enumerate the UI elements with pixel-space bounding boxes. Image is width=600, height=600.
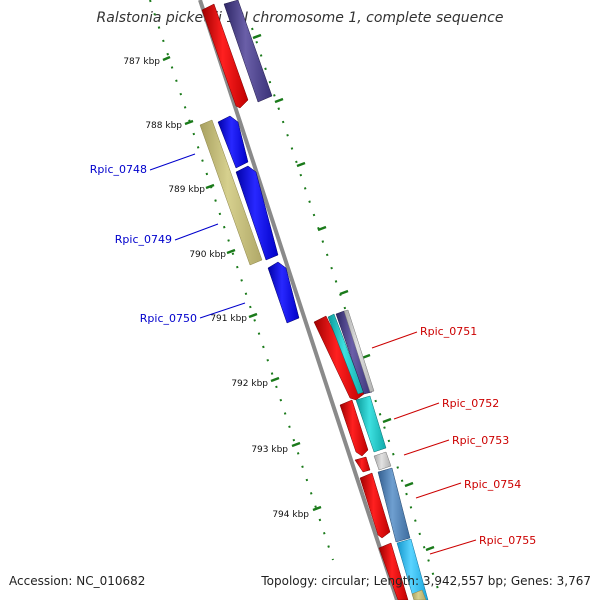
gene-rpic-0754-red[interactable]	[359, 472, 391, 539]
label-leader-0751	[371, 331, 418, 349]
tick-label: 793 kbp	[251, 445, 288, 455]
gene-rpic-0752-red[interactable]	[339, 399, 369, 457]
tick-label: 791 kbp	[210, 314, 247, 324]
tick-label: 794 kbp	[272, 510, 309, 520]
gene-rpic-0751-red[interactable]	[313, 315, 365, 401]
accession-text: Accession: NC_010682	[9, 574, 146, 588]
gene-rpic-0755-sky[interactable]	[396, 538, 429, 600]
gene-label-rpic-0750[interactable]: Rpic_0750	[140, 312, 197, 325]
summary-text: Topology: circular; Length: 3,942,557 bp…	[261, 574, 591, 588]
gene-rpic-0755-olive[interactable]	[411, 589, 427, 600]
gene-label-rpic-0754[interactable]: Rpic_0754	[464, 478, 521, 491]
tick-label: 790 kbp	[189, 250, 226, 260]
tick-787: 787 kbp	[123, 55, 171, 67]
reverse-guide-line	[251, 27, 441, 596]
tick-788: 788 kbp	[145, 119, 194, 131]
gene-rpic-0751-purple[interactable]	[335, 310, 373, 395]
label-leader-0749	[174, 223, 219, 241]
label-leader-0754	[415, 482, 462, 499]
reverse-guide-ticks	[252, 33, 435, 552]
tick-label: 789 kbp	[168, 185, 205, 195]
tick-label: 787 kbp	[123, 57, 160, 67]
map-title: Ralstonia pickettii 12J chromosome 1, co…	[96, 10, 504, 26]
label-leader-0755	[429, 539, 477, 555]
gene-rpic-0753-red[interactable]	[354, 456, 371, 473]
tick-789: 789 kbp	[168, 183, 215, 195]
label-leader-0750	[199, 302, 246, 319]
gene-rpic-0749[interactable]	[235, 165, 279, 261]
gene-top-red[interactable]	[201, 3, 249, 109]
gene-olive-block[interactable]	[199, 119, 263, 266]
gene-rpic-0753-grey[interactable]	[373, 451, 392, 471]
gene-top-purple[interactable]	[223, 0, 273, 103]
forward-guide-line	[149, 0, 334, 561]
gene-label-rpic-0752[interactable]: Rpic_0752	[442, 397, 499, 410]
label-leader-0752	[393, 402, 440, 420]
gene-label-rpic-0755[interactable]: Rpic_0755	[479, 534, 536, 547]
gene-rpic-0755-red[interactable]	[378, 542, 409, 600]
tick-label: 788 kbp	[145, 121, 182, 131]
gene-rpic-0748[interactable]	[217, 115, 249, 169]
chromosome-backbone	[198, 0, 399, 600]
tick-792: 792 kbp	[231, 376, 280, 389]
gene-rpic-0751-grey[interactable]	[343, 309, 375, 393]
gene-label-rpic-0749[interactable]: Rpic_0749	[115, 233, 172, 246]
tick-790: 790 kbp	[189, 248, 236, 260]
tick-794: 794 kbp	[272, 505, 322, 520]
gene-label-rpic-0751[interactable]: Rpic_0751	[420, 325, 477, 338]
tick-label: 792 kbp	[231, 379, 268, 389]
gene-label-rpic-0753[interactable]: Rpic_0753	[452, 434, 509, 447]
label-leader-0748	[149, 153, 196, 171]
gene-rpic-0752-teal[interactable]	[355, 395, 387, 453]
label-leader-0753	[403, 439, 450, 456]
tick-791: 791 kbp	[210, 312, 258, 324]
tick-793: 793 kbp	[251, 441, 301, 455]
gene-rpic-0754-steel[interactable]	[377, 467, 411, 543]
gene-rpic-0750[interactable]	[267, 261, 300, 324]
gene-label-rpic-0748[interactable]: Rpic_0748	[90, 163, 147, 176]
